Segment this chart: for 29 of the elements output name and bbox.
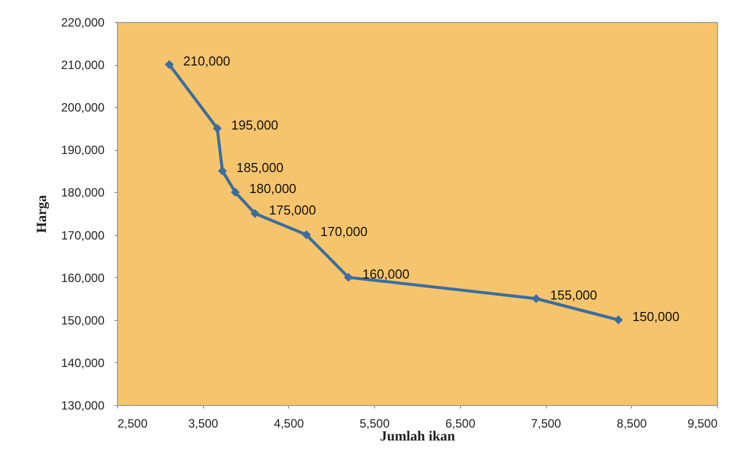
data-label: 155,000 xyxy=(550,288,598,303)
data-label: 185,000 xyxy=(236,160,284,175)
x-tick-label: 3,500 xyxy=(188,416,219,430)
y-tick-label: 170,000 xyxy=(61,228,105,242)
data-label: 160,000 xyxy=(362,266,410,282)
x-tick-label: 9,500 xyxy=(687,416,718,430)
y-tick-label: 150,000 xyxy=(61,313,105,328)
x-tick-label: 8,500 xyxy=(616,416,648,430)
y-tick-label: 160,000 xyxy=(61,270,105,285)
data-label: 180,000 xyxy=(249,181,296,196)
y-axis-title: Harga xyxy=(35,194,50,234)
x-tick-label: 4,500 xyxy=(274,416,304,430)
data-label: 175,000 xyxy=(269,202,316,218)
y-tick-label: 220,000 xyxy=(61,16,105,30)
y-tick-label: 210,000 xyxy=(61,58,105,72)
y-tick-label: 140,000 xyxy=(61,356,105,370)
x-tick-label: 6,500 xyxy=(445,416,476,430)
data-label: 150,000 xyxy=(632,308,680,324)
x-axis-title: Jumlah ikan xyxy=(380,430,456,444)
y-tick-label: 200,000 xyxy=(61,100,105,115)
y-tick-label: 180,000 xyxy=(61,186,105,200)
data-label: 170,000 xyxy=(320,224,368,239)
y-tick-label: 130,000 xyxy=(61,398,105,412)
x-tick-label: 2,500 xyxy=(118,416,148,430)
y-tick-label: 190,000 xyxy=(61,143,105,158)
x-tick-label: 7,500 xyxy=(531,416,562,430)
x-tick-label: 5,500 xyxy=(360,416,390,430)
data-label: 195,000 xyxy=(231,117,278,132)
data-label: 210,000 xyxy=(183,54,230,69)
